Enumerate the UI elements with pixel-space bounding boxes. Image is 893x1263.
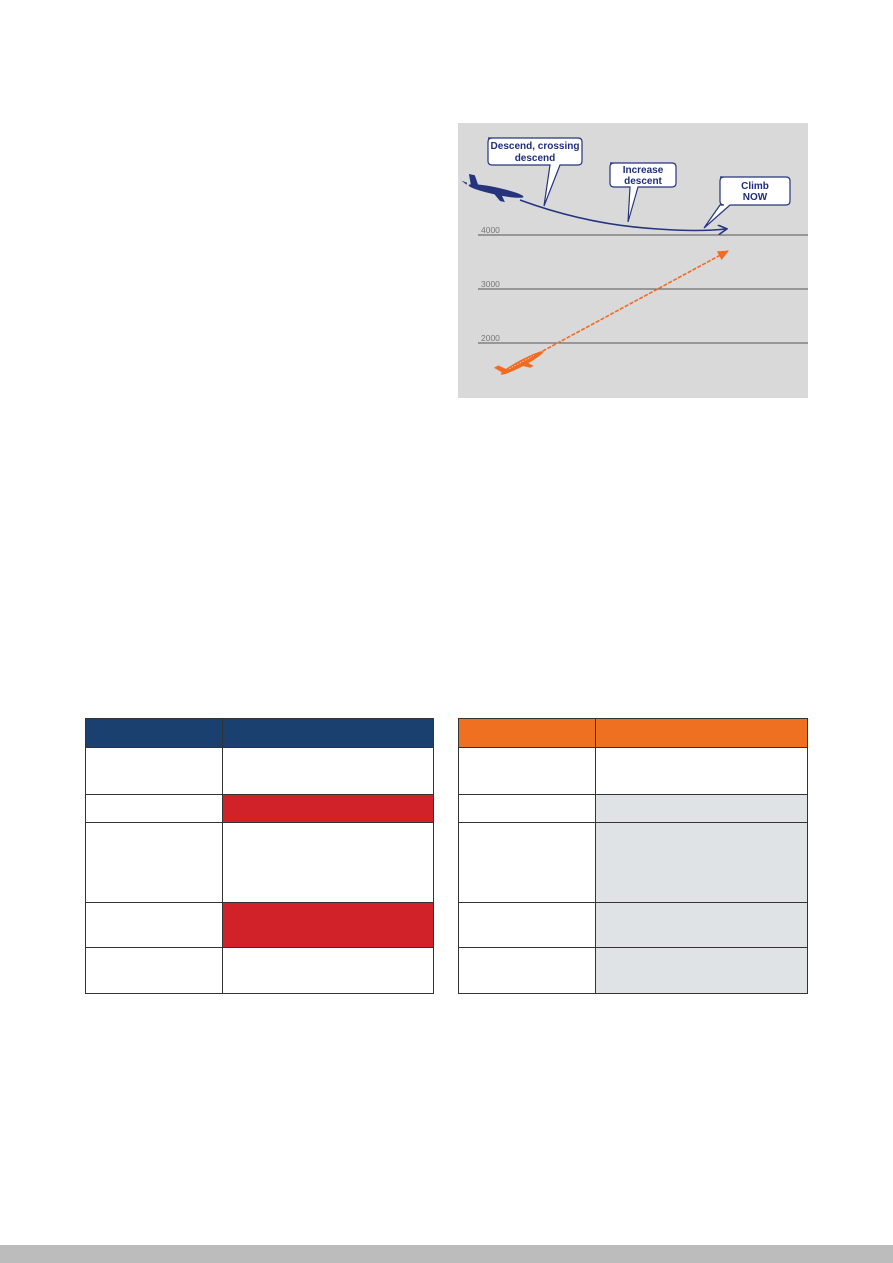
table-row [86,823,434,903]
callout-3-line-2: NOW [743,192,768,203]
table-cell [223,948,434,994]
table-cell [596,748,808,795]
callout-1-line-1: Descend, crossing [491,141,580,152]
table-cell [86,823,223,903]
table-row [459,948,808,994]
tcas-encounter-figure: 4000 3000 2000 Descend, crossing descend [458,123,808,398]
table-cell [86,948,223,994]
table-row [86,948,434,994]
blue-aircraft-table [85,718,434,994]
table-row [459,823,808,903]
altitude-label-3000: 3000 [481,279,500,289]
table-row [86,903,434,948]
callout-3-line-1: Climb [741,181,769,192]
shaded-cell [596,948,808,994]
orange-aircraft-table [458,718,808,994]
table-row [459,748,808,795]
table-cell [459,795,596,823]
table-cell [459,903,596,948]
table-cell [86,795,223,823]
altitude-label-2000: 2000 [481,333,500,343]
highlighted-cell [223,795,434,823]
header-cell [86,719,223,748]
table-cell [459,823,596,903]
altitude-label-4000: 4000 [481,225,500,235]
table-cell [223,823,434,903]
header-cell [223,719,434,748]
table-row [86,748,434,795]
header-cell [459,719,596,748]
table-row [459,903,808,948]
table-header-row [459,719,808,748]
table-cell [86,748,223,795]
table-row [86,795,434,823]
shaded-cell [596,795,808,823]
table-cell [459,748,596,795]
highlighted-cell [223,903,434,948]
footer-bar [0,1245,893,1263]
table-cell [86,903,223,948]
callout-2-line-1: Increase [623,165,664,176]
table-row [459,795,808,823]
callout-2-line-2: descent [624,176,662,187]
shaded-cell [596,903,808,948]
table-cell [223,748,434,795]
table-cell [459,948,596,994]
callout-1-line-2: descend [515,153,556,164]
shaded-cell [596,823,808,903]
table-header-row [86,719,434,748]
encounter-diagram: 4000 3000 2000 Descend, crossing descend [458,123,808,398]
header-cell [596,719,808,748]
